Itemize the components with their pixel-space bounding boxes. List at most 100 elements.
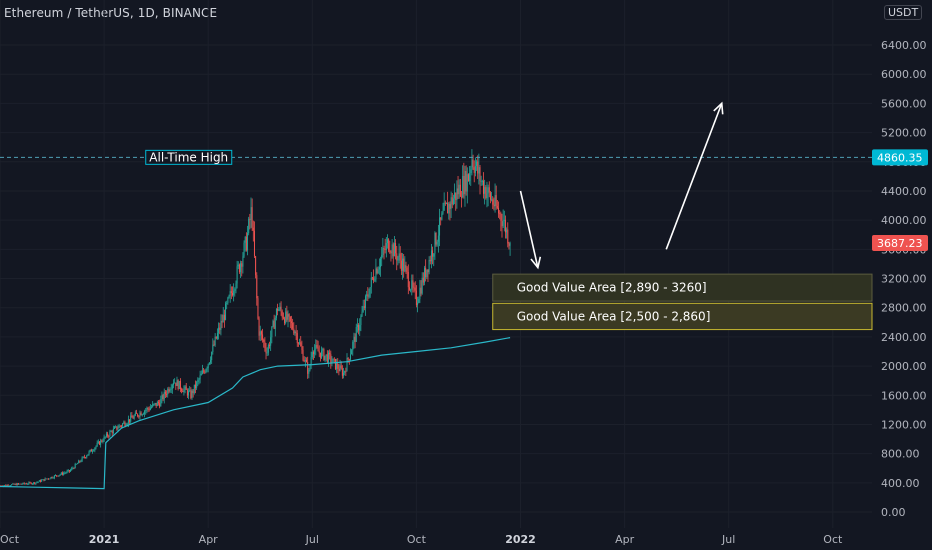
candle-body xyxy=(478,167,480,174)
candle-body xyxy=(430,250,432,262)
candle-body xyxy=(395,243,397,254)
candle-body xyxy=(4,485,6,486)
candle-body xyxy=(58,475,60,477)
candle-body xyxy=(154,402,156,404)
candle-body xyxy=(237,264,239,267)
candle-body xyxy=(80,461,82,462)
candle-body xyxy=(294,331,296,334)
candle-body xyxy=(206,368,208,370)
candle-body xyxy=(101,440,103,442)
candle-body xyxy=(191,390,193,398)
candle-body xyxy=(312,352,314,355)
candle-body xyxy=(34,482,36,484)
candle-body xyxy=(352,342,354,351)
candle-body xyxy=(139,412,141,417)
candle-body xyxy=(223,314,225,320)
candle-body xyxy=(205,369,207,373)
candle-body xyxy=(130,415,132,422)
candle-body xyxy=(196,381,198,389)
candle-body xyxy=(211,351,213,361)
candle-body xyxy=(456,188,458,201)
candle-body xyxy=(323,349,325,360)
chart-title: Ethereum / TetherUS, 1D, BINANCE xyxy=(4,6,218,20)
candle-body xyxy=(15,483,17,486)
candle-body xyxy=(52,477,54,479)
candle-body xyxy=(319,352,321,358)
candle-body xyxy=(344,371,346,373)
candle-body xyxy=(383,248,385,249)
candle-body xyxy=(477,161,479,174)
candle-body xyxy=(115,426,117,428)
candle-body xyxy=(231,293,233,296)
candle-body xyxy=(402,258,404,271)
candle-body xyxy=(301,346,303,350)
candle-body xyxy=(247,233,249,251)
candle-body xyxy=(491,199,493,201)
candle-body xyxy=(290,321,292,323)
candle-body xyxy=(479,167,481,182)
candle-body xyxy=(340,365,342,369)
candle-body xyxy=(381,254,383,259)
candles xyxy=(0,149,511,488)
candle-body xyxy=(439,217,441,236)
candle-body xyxy=(314,349,316,355)
candle-body xyxy=(355,327,357,342)
candle-body xyxy=(407,271,409,288)
candle-body xyxy=(502,221,504,227)
candle-body xyxy=(481,180,483,182)
y-tick-label: 1600.00 xyxy=(881,389,927,402)
candle-body xyxy=(264,341,266,349)
candle-body xyxy=(311,352,313,358)
candle-body xyxy=(269,345,271,346)
candle-body xyxy=(330,354,332,363)
candle-body xyxy=(266,352,268,354)
candle-body xyxy=(46,478,48,480)
candle-body xyxy=(170,388,172,390)
candle-body xyxy=(356,324,358,328)
ath-label-box xyxy=(145,149,233,165)
candle-body xyxy=(380,258,382,268)
candle-body xyxy=(486,193,488,199)
candle-body xyxy=(461,196,463,198)
candle-body xyxy=(112,428,114,434)
candle-body xyxy=(13,483,15,485)
candle-body xyxy=(35,482,37,484)
candle-body xyxy=(271,326,273,338)
candle-body xyxy=(97,441,99,443)
candle-body xyxy=(280,306,282,312)
candle-body xyxy=(212,344,214,352)
candle-body xyxy=(406,267,408,272)
candle-body xyxy=(348,359,350,360)
candle-body xyxy=(200,373,202,376)
all-time-high: All-Time High xyxy=(0,149,872,165)
candle-body xyxy=(507,229,509,244)
x-tick-label: 2022 xyxy=(505,533,536,546)
candle-body xyxy=(445,203,447,204)
y-tick-label: 5200.00 xyxy=(881,127,927,140)
candle-body xyxy=(286,311,288,320)
candle-body xyxy=(49,478,51,480)
candle-body xyxy=(403,258,405,272)
candle-body xyxy=(119,425,121,427)
candle-body xyxy=(87,454,89,456)
y-tick-label: 2400.00 xyxy=(881,331,927,344)
candle-body xyxy=(146,407,148,411)
arrow-shaft-2 xyxy=(665,103,723,250)
candle-body xyxy=(349,354,351,360)
candle-body xyxy=(251,207,253,228)
candle-body xyxy=(50,477,52,479)
candle-body xyxy=(125,425,127,426)
candle-body xyxy=(343,372,345,376)
candle-body xyxy=(248,218,250,234)
y-tick-label: 6400.00 xyxy=(881,39,927,52)
candle-body xyxy=(225,303,227,320)
candle-body xyxy=(484,187,486,194)
candle-body xyxy=(500,213,502,221)
candle-body xyxy=(263,339,265,342)
candle-body xyxy=(389,250,391,253)
currency-badge[interactable]: USDT xyxy=(884,5,923,20)
candle-body xyxy=(304,359,306,362)
candle-body xyxy=(282,317,284,319)
candle-body xyxy=(260,331,262,335)
